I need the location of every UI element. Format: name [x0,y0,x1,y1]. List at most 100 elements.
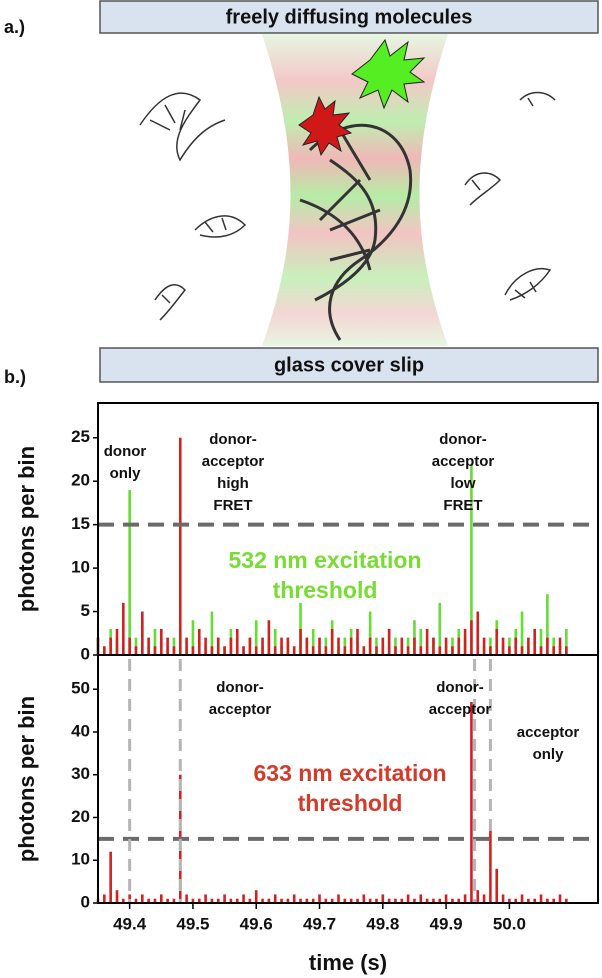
bar [406,894,410,903]
bar [546,898,549,903]
bar [552,637,555,655]
y-axis-label: photons per bin [14,696,39,862]
bar [178,437,182,655]
bar [394,646,397,655]
bar [520,646,524,655]
bar [166,898,169,903]
bar [197,898,201,903]
bar [153,898,157,903]
annotation: low [451,475,476,492]
threshold-label: 532 nm excitation [228,547,421,573]
bar [375,646,378,655]
bar [400,637,404,655]
bar [432,898,435,903]
bar [558,637,562,655]
bar [254,620,258,655]
y-tick-label: 40 [71,721,90,740]
x-tick-label: 50.0 [493,914,526,933]
bar [362,646,366,655]
threshold-label: threshold [298,790,403,816]
bar [292,894,296,903]
annotation: FRET [213,497,252,514]
bar [476,611,480,655]
bar [470,463,473,655]
bar [134,898,138,903]
bar [444,637,448,655]
bottom-banner-text: glass cover slip [274,354,424,376]
annotation: acceptor [429,701,492,718]
y-tick-label: 0 [81,644,90,663]
bar [210,611,214,655]
bar [400,898,404,903]
bar [280,637,283,655]
bar [299,628,302,655]
top-banner-text: freely diffusing molecules [226,6,473,28]
annotation: acceptor [432,453,495,470]
bar [406,637,410,655]
bar [261,637,264,655]
bar [482,894,486,903]
bar [520,611,524,655]
bar [514,637,518,655]
bar [375,637,378,655]
bar [508,646,511,655]
bar [337,637,340,655]
bar [501,637,505,655]
bar [229,637,233,655]
bar [438,602,442,655]
bar [311,898,315,903]
bar [216,637,220,655]
bar [419,628,423,655]
bar [527,637,530,655]
bar [349,637,353,655]
bar [128,489,131,655]
annotation: donor- [209,431,256,448]
bar [191,646,195,655]
molecules [139,91,556,341]
bar [495,868,499,903]
bar [210,646,214,655]
bar [343,898,347,903]
annotation: acceptor [517,724,580,741]
bar [128,894,131,903]
bar [185,637,188,655]
bar [242,646,245,655]
laser-focus [262,34,448,346]
bar [546,637,549,655]
bar [375,898,378,903]
annotation: only [533,746,564,763]
bar [470,620,473,655]
bar [242,894,245,903]
bar [470,702,473,903]
bar [343,646,347,655]
x-tick-label: 49.6 [240,914,273,933]
bar [413,637,416,655]
bar [362,894,366,903]
bar [286,637,290,655]
annotation: only [110,465,141,482]
threshold-label: 633 nm excitation [253,760,446,786]
bar [381,637,385,655]
bar [248,637,252,655]
annotation: donor- [436,679,483,696]
bar [368,637,372,655]
bar [489,830,492,903]
bar [552,898,555,903]
annotation: donor [104,443,147,460]
bar [311,628,315,655]
y-tick-label: 30 [71,764,90,783]
panel-label: a.) [4,17,25,37]
bar [425,898,429,903]
annotation: acceptor [209,701,272,718]
bar [324,898,328,903]
bar [280,898,283,903]
bar [495,628,499,655]
y-tick-label: 0 [81,892,90,911]
bar [463,894,467,903]
annotation: donor- [216,679,263,696]
bar [273,646,277,655]
bar [356,628,359,655]
bar [558,894,562,903]
bar [381,894,385,903]
